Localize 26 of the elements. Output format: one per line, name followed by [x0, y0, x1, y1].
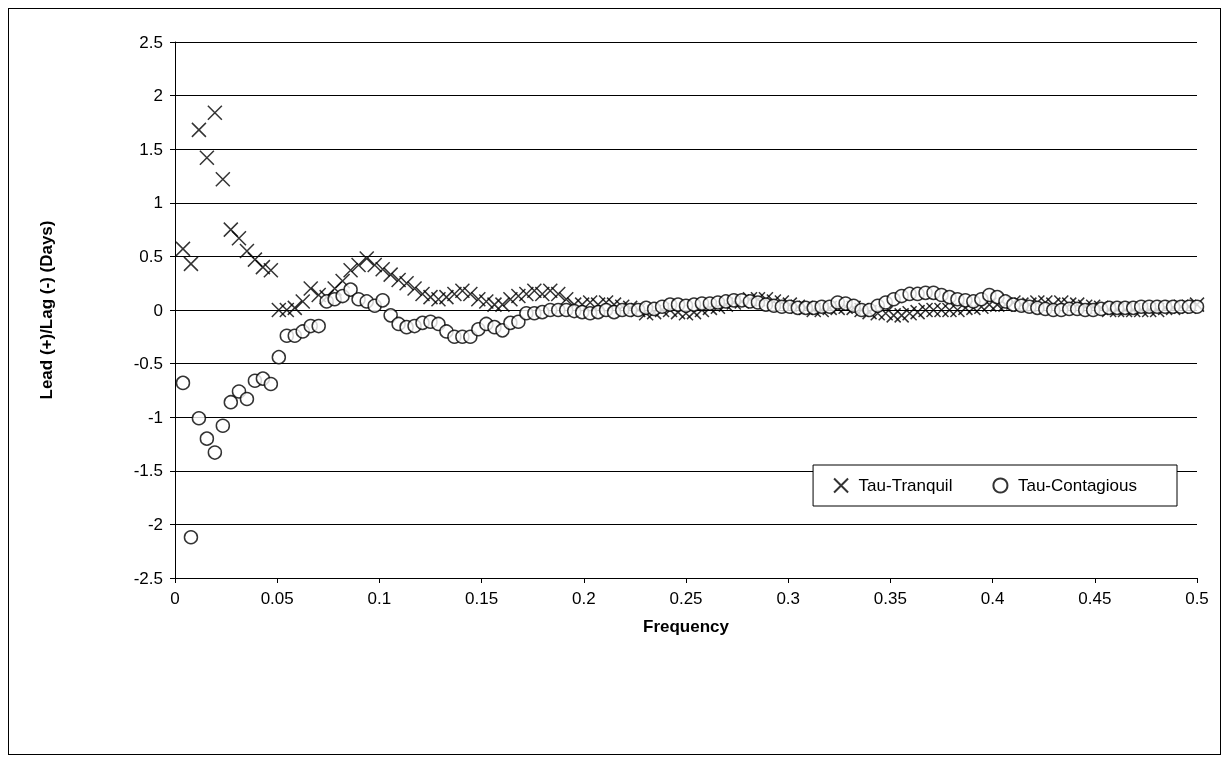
y-tick-label: 0: [153, 300, 163, 320]
x-tick-label: 0.3: [776, 589, 801, 608]
y-tick-label: -2.5: [133, 568, 163, 588]
y-tick-label: -0.5: [133, 354, 163, 374]
y-tick-label: 0.5: [139, 246, 163, 266]
x-axis-title: Frequency: [643, 617, 730, 636]
x-tick-label: 0.15: [465, 589, 499, 608]
y-tick-label: -1.5: [133, 461, 163, 481]
y-tick-label: 2: [153, 86, 163, 106]
x-tick-label: 0.4: [980, 589, 1005, 608]
x-tick-label: 0.25: [669, 589, 703, 608]
y-tick-label: -2: [147, 514, 163, 534]
x-tick-label: 0.05: [260, 589, 294, 608]
x-tick-label: 0.35: [873, 589, 907, 608]
x-tick-label: 0.5: [1185, 589, 1209, 608]
y-tick-label: 2.5: [139, 32, 163, 52]
y-axis-title: Lead (+)/Lag (-) (Days): [37, 220, 56, 400]
y-tick-label: 1: [153, 193, 163, 213]
x-tick-label: 0.2: [571, 589, 596, 608]
x-tick-label: 0: [170, 589, 180, 608]
x-tick-label: 0.1: [367, 589, 392, 608]
x-tick-label: 0.45: [1078, 589, 1112, 608]
y-tick-label: -1: [147, 407, 163, 427]
legend-label: Tau-Contagious: [1017, 476, 1137, 495]
legend-label: Tau-Tranquil: [858, 476, 953, 495]
y-tick-label: 1.5: [139, 139, 163, 159]
